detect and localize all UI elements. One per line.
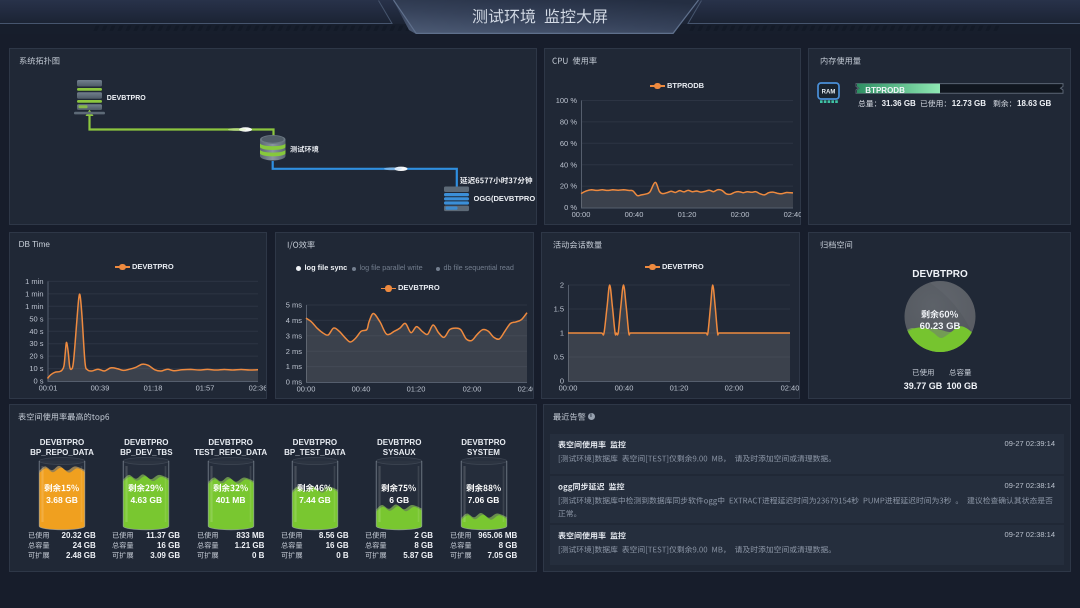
- svg-text:1.5: 1.5: [554, 305, 564, 314]
- svg-text:02:36: 02:36: [249, 384, 266, 393]
- svg-text:0: 0: [560, 377, 564, 386]
- svg-text:20 s: 20 s: [29, 352, 43, 361]
- svg-text:4 ms: 4 ms: [286, 316, 303, 325]
- svg-text:02:40: 02:40: [781, 384, 800, 393]
- svg-text:01:20: 01:20: [678, 210, 697, 219]
- svg-text:3 ms: 3 ms: [286, 331, 303, 340]
- svg-text:01:20: 01:20: [670, 384, 689, 393]
- svg-text:80 %: 80 %: [560, 118, 577, 127]
- svg-text:0 %: 0 %: [564, 203, 577, 212]
- svg-text:02:00: 02:00: [463, 385, 482, 394]
- svg-text:00:40: 00:40: [615, 384, 634, 393]
- svg-text:30 s: 30 s: [29, 339, 43, 348]
- svg-text:1 min: 1 min: [25, 302, 43, 311]
- svg-text:00:01: 00:01: [39, 384, 58, 393]
- svg-text:1: 1: [560, 329, 564, 338]
- svg-text:1 min: 1 min: [25, 290, 43, 299]
- svg-text:02:40: 02:40: [518, 385, 533, 394]
- svg-text:50 s: 50 s: [29, 314, 43, 323]
- svg-text:40 s: 40 s: [29, 327, 43, 336]
- svg-text:2 ms: 2 ms: [286, 347, 303, 356]
- svg-text:40 %: 40 %: [560, 160, 577, 169]
- svg-text:02:00: 02:00: [725, 384, 744, 393]
- svg-text:20 %: 20 %: [560, 182, 577, 191]
- svg-text:0.5: 0.5: [554, 353, 564, 362]
- svg-text:0 s: 0 s: [33, 377, 43, 386]
- svg-text:60 %: 60 %: [560, 139, 577, 148]
- svg-text:02:40: 02:40: [784, 210, 801, 219]
- svg-text:00:40: 00:40: [625, 210, 644, 219]
- svg-text:00:00: 00:00: [297, 385, 316, 394]
- svg-text:00:40: 00:40: [352, 385, 371, 394]
- svg-text:02:00: 02:00: [731, 210, 750, 219]
- svg-text:01:18: 01:18: [144, 384, 163, 393]
- svg-text:100 %: 100 %: [556, 96, 578, 105]
- svg-text:10 s: 10 s: [29, 364, 43, 373]
- svg-text:RAM: RAM: [822, 90, 836, 96]
- svg-text:00:39: 00:39: [91, 384, 110, 393]
- svg-text:00:00: 00:00: [559, 384, 578, 393]
- svg-text:0 ms: 0 ms: [286, 378, 303, 387]
- svg-text:01:57: 01:57: [196, 384, 215, 393]
- svg-text:00:00: 00:00: [572, 210, 591, 219]
- svg-text:2: 2: [560, 281, 564, 290]
- svg-text:5 ms: 5 ms: [286, 301, 303, 310]
- svg-text:01:20: 01:20: [407, 385, 426, 394]
- svg-text:1 ms: 1 ms: [286, 362, 303, 371]
- svg-text:1 min: 1 min: [25, 277, 43, 286]
